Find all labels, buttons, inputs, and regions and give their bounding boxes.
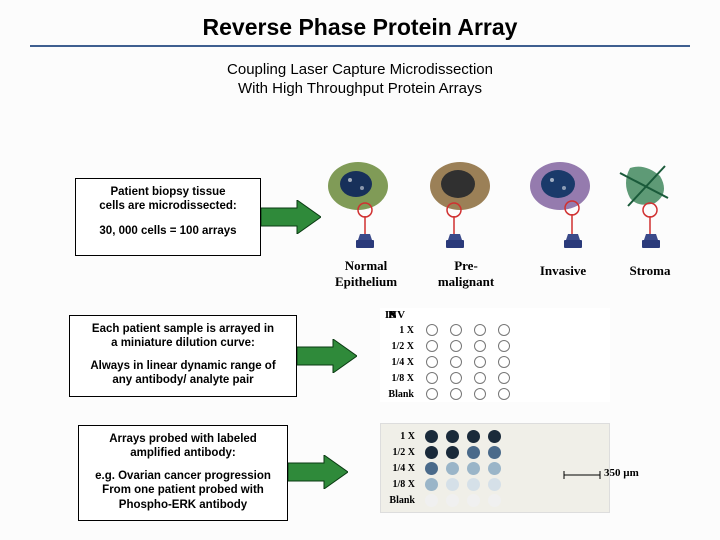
array-dot [488,430,501,443]
cell-stroma [610,158,690,253]
array-dot [446,462,459,475]
array-dot [488,446,501,459]
array-dot [467,494,480,507]
dilution-row: 1/4 X [380,354,610,370]
dilution-well [474,340,486,352]
dilution-well [474,372,486,384]
dilution-row-label: 1/4 X [380,357,420,368]
array-dot [425,494,438,507]
array-row-label: Blank [381,495,421,506]
arrow-3 [288,455,348,489]
array-dot [467,430,480,443]
array-row-label: 1/8 X [381,479,421,490]
dilution-well [474,388,486,400]
scale-bar: 350 µm [560,465,650,490]
array-dot [467,462,480,475]
scale-label: 350 µm [604,467,639,479]
array-dot [425,446,438,459]
dilution-grid: N P INV S 1 X1/2 X1/4 X1/8 XBlank [380,308,610,402]
array-row: Blank [381,492,609,508]
array-row: 1 X [381,428,609,444]
dilution-well [474,356,486,368]
box-dilution: Each patient sample is arrayed in a mini… [69,315,297,397]
title-underline [30,45,690,47]
box1-text1: Patient biopsy tissue [84,185,252,199]
dilution-row-label: 1 X [380,325,420,336]
array-dot [467,446,480,459]
dilution-row: 1/8 X [380,370,610,386]
array-row: 1/2 X [381,444,609,460]
array-dot [488,494,501,507]
box-probed: Arrays probed with labeled amplified ant… [78,425,288,521]
dilution-well [450,324,462,336]
dilution-well [498,372,510,384]
box-microdissection: Patient biopsy tissue cells are microdis… [75,178,261,256]
label-premalignant: Pre- malignant [418,258,514,290]
array-dot [467,478,480,491]
label-normal: Normal Epithelium [318,258,414,290]
dilution-well [498,340,510,352]
subtitle: Coupling Laser Capture Microdissection W… [0,61,720,99]
box2-text2: a miniature dilution curve: [78,336,288,350]
box1-text2: cells are microdissected: [84,199,252,213]
col-s: S [380,309,404,321]
box3-text4: From one patient probed with [87,483,279,497]
arrow-2 [297,339,357,373]
dilution-well [426,340,438,352]
label-invasive: Invasive [518,263,608,279]
box1-text3: 30, 000 cells = 100 arrays [84,224,252,238]
subtitle-line1: Coupling Laser Capture Microdissection [227,61,493,78]
dilution-row: 1/2 X [380,338,610,354]
box3-text1: Arrays probed with labeled [87,432,279,446]
array-row-label: 1/4 X [381,463,421,474]
dilution-well [474,324,486,336]
dilution-well [498,324,510,336]
array-dot [488,478,501,491]
array-dot [488,462,501,475]
box2-text1: Each patient sample is arrayed in [78,322,288,336]
arrow-1 [261,200,321,234]
dilution-row: Blank [380,386,610,402]
dilution-row-label: 1/2 X [380,341,420,352]
dilution-row-label: 1/8 X [380,373,420,384]
label-stroma: Stroma [610,263,690,279]
page-title: Reverse Phase Protein Array [0,0,720,41]
array-dot [446,478,459,491]
dilution-well [450,372,462,384]
cell-types-panel: Normal Epithelium Pre- malignant Invasiv… [320,158,690,298]
array-dot [425,462,438,475]
subtitle-line2: With High Throughput Protein Arrays [238,80,482,97]
dilution-well [498,388,510,400]
array-dot [446,446,459,459]
cell-premalignant [420,158,510,253]
dilution-well [498,356,510,368]
array-dot [425,430,438,443]
dilution-row-label: Blank [380,389,420,400]
dilution-well [426,324,438,336]
array-row-label: 1/2 X [381,447,421,458]
box3-text2: amplified antibody: [87,446,279,460]
box3-text5: Phospho-ERK antibody [87,498,279,512]
box2-text3: Always in linear dynamic range of [78,359,288,373]
box3-text3: e.g. Ovarian cancer progression [87,469,279,483]
array-row-label: 1 X [381,431,421,442]
cell-invasive [520,158,610,253]
array-dot [446,430,459,443]
dilution-well [426,356,438,368]
box2-text4: any antibody/ analyte pair [78,373,288,387]
dilution-well [450,388,462,400]
dilution-well [450,356,462,368]
cell-normal [320,158,410,253]
array-dot [425,478,438,491]
dilution-well [450,340,462,352]
dilution-well [426,388,438,400]
dilution-well [426,372,438,384]
array-dot [446,494,459,507]
dilution-row: 1 X [380,322,610,338]
